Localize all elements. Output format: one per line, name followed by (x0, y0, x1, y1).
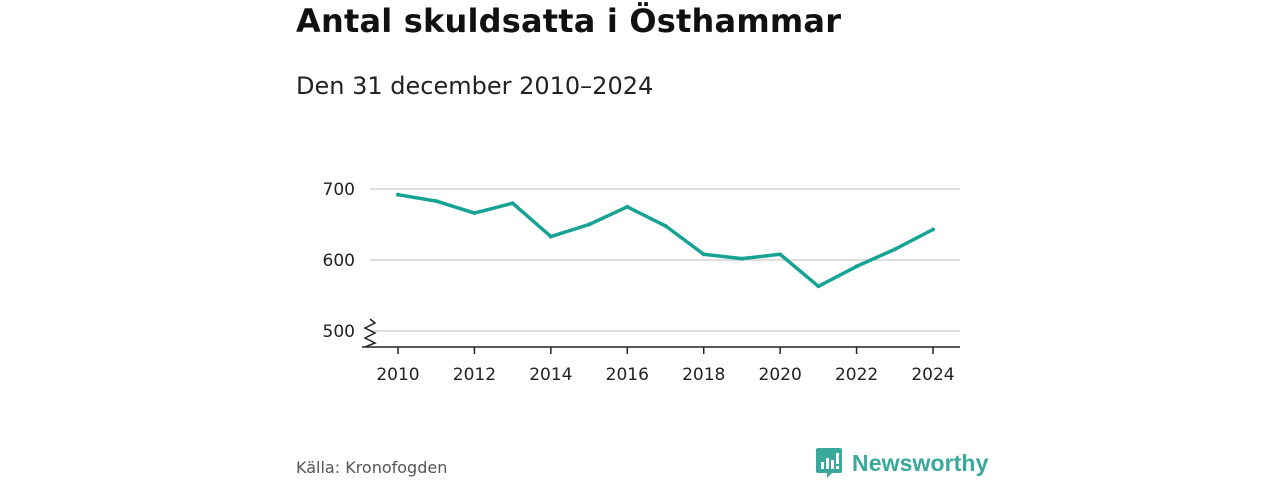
x-tick-label: 2012 (453, 365, 496, 385)
x-tick-labels: 2010 2012 2014 2016 2018 2020 2022 2024 (376, 365, 954, 385)
x-tick-label: 2020 (759, 365, 802, 385)
x-tick-label: 2010 (376, 365, 419, 385)
y-tick-label: 500 (323, 322, 355, 342)
data-point-2017 (663, 223, 668, 228)
data-point-2012 (472, 211, 477, 216)
brand-name: Newsworthy (852, 449, 989, 476)
data-point-2023 (892, 247, 897, 252)
x-tick-label: 2022 (835, 365, 878, 385)
data-point-2024 (931, 227, 935, 232)
data-point-2019 (739, 256, 744, 261)
x-tick-label: 2014 (529, 365, 572, 385)
data-point-2020 (778, 252, 783, 257)
newsworthy-logo-icon (816, 448, 842, 478)
source-note: Källa: Kronofogden (296, 458, 448, 477)
data-point-2016 (625, 204, 630, 209)
y-tick-labels: 500 600 700 (323, 180, 355, 342)
data-point-2015 (587, 222, 592, 227)
series-layer (396, 192, 935, 289)
axis-layer (362, 318, 960, 354)
grid-layer (370, 188, 960, 332)
chart-subtitle: Den 31 december 2010–2024 (296, 72, 654, 100)
y-tick-label: 600 (323, 251, 355, 271)
chart-title: Antal skuldsatta i Östhammar (296, 2, 842, 40)
x-tick-label: 2016 (606, 365, 649, 385)
data-point-2013 (510, 201, 515, 206)
data-point-2010 (396, 192, 400, 197)
data-point-2022 (854, 264, 859, 269)
data-point-2021 (816, 284, 821, 289)
series-line-0 (396, 192, 935, 289)
data-point-2011 (434, 199, 439, 204)
x-tick-label: 2024 (911, 365, 954, 385)
axis-break-icon (363, 318, 377, 348)
data-point-2014 (548, 234, 553, 239)
y-tick-label: 700 (323, 180, 355, 200)
x-tick-label: 2018 (682, 365, 725, 385)
newsworthy-logo[interactable]: Newsworthy (815, 447, 988, 479)
data-point-2018 (701, 252, 706, 257)
